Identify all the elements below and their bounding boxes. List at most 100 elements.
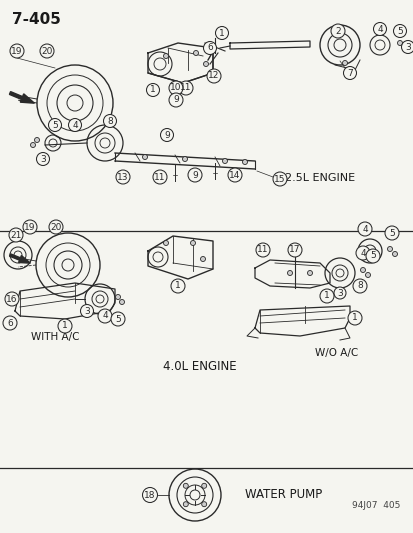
Text: 4: 4 xyxy=(72,120,78,130)
Text: 8: 8 xyxy=(356,281,362,290)
Circle shape xyxy=(255,243,269,257)
Circle shape xyxy=(319,289,333,303)
Circle shape xyxy=(206,69,221,83)
Text: 1: 1 xyxy=(323,292,329,301)
Circle shape xyxy=(272,172,286,186)
Circle shape xyxy=(347,311,361,325)
Text: 5: 5 xyxy=(115,314,121,324)
Text: 4.0L ENGINE: 4.0L ENGINE xyxy=(163,359,236,373)
Text: 94J07  405: 94J07 405 xyxy=(351,500,399,510)
Text: 4: 4 xyxy=(376,25,382,34)
Text: 12: 12 xyxy=(208,71,219,80)
Text: 1: 1 xyxy=(150,85,156,94)
Circle shape xyxy=(342,61,347,66)
Circle shape xyxy=(188,168,202,182)
Text: 1: 1 xyxy=(175,281,180,290)
Circle shape xyxy=(360,268,365,272)
Text: 4: 4 xyxy=(359,248,365,257)
Text: 6: 6 xyxy=(206,44,212,52)
Text: 3: 3 xyxy=(84,306,90,316)
Text: 14: 14 xyxy=(229,171,240,180)
Text: 8: 8 xyxy=(107,117,113,125)
Circle shape xyxy=(203,42,216,54)
Circle shape xyxy=(384,226,398,240)
Text: WATER PUMP: WATER PUMP xyxy=(244,489,321,502)
Text: WITH A/C: WITH A/C xyxy=(31,332,79,342)
Circle shape xyxy=(392,252,396,256)
Text: 9: 9 xyxy=(164,131,169,140)
Circle shape xyxy=(365,272,370,278)
Circle shape xyxy=(9,228,23,242)
Text: 5: 5 xyxy=(369,252,375,261)
Circle shape xyxy=(23,220,37,234)
Circle shape xyxy=(68,118,81,132)
Circle shape xyxy=(153,170,166,184)
Circle shape xyxy=(183,502,188,507)
Circle shape xyxy=(401,45,406,51)
Circle shape xyxy=(343,67,356,79)
Circle shape xyxy=(203,61,208,67)
Circle shape xyxy=(387,246,392,252)
Circle shape xyxy=(357,222,371,236)
Circle shape xyxy=(142,155,147,159)
Circle shape xyxy=(3,316,17,330)
Circle shape xyxy=(103,115,116,127)
Text: 1: 1 xyxy=(62,321,68,330)
Circle shape xyxy=(5,292,19,306)
Text: W/O A/C: W/O A/C xyxy=(315,348,358,358)
Text: 3: 3 xyxy=(404,43,410,52)
Circle shape xyxy=(34,138,39,142)
Circle shape xyxy=(171,279,185,293)
Circle shape xyxy=(142,488,157,503)
Text: 1: 1 xyxy=(351,313,357,322)
Text: 10: 10 xyxy=(170,84,181,93)
Circle shape xyxy=(190,240,195,246)
Circle shape xyxy=(228,168,242,182)
Circle shape xyxy=(365,249,379,263)
Text: 3: 3 xyxy=(336,288,342,297)
Text: 5: 5 xyxy=(396,27,402,36)
Circle shape xyxy=(40,44,54,58)
Text: 11: 11 xyxy=(154,173,165,182)
Circle shape xyxy=(373,22,386,36)
Circle shape xyxy=(58,319,72,333)
Circle shape xyxy=(163,53,168,59)
Text: 4: 4 xyxy=(102,311,107,320)
Circle shape xyxy=(287,243,301,257)
Text: 20: 20 xyxy=(50,222,62,231)
Circle shape xyxy=(98,309,112,323)
Text: 4: 4 xyxy=(361,224,367,233)
Text: 3: 3 xyxy=(40,155,46,164)
Text: 5: 5 xyxy=(52,120,58,130)
Circle shape xyxy=(182,157,187,161)
Circle shape xyxy=(287,271,292,276)
Text: 20: 20 xyxy=(41,46,52,55)
Text: 11: 11 xyxy=(256,246,268,254)
Text: 7: 7 xyxy=(346,69,352,77)
Circle shape xyxy=(36,152,50,166)
Circle shape xyxy=(330,24,344,38)
Circle shape xyxy=(193,51,198,55)
Circle shape xyxy=(169,81,183,95)
Text: 2: 2 xyxy=(335,27,340,36)
Circle shape xyxy=(119,300,124,304)
Circle shape xyxy=(146,84,159,96)
Text: 11: 11 xyxy=(180,84,191,93)
Circle shape xyxy=(352,279,366,293)
Circle shape xyxy=(355,246,369,260)
Text: 9: 9 xyxy=(192,171,197,180)
Circle shape xyxy=(169,93,183,107)
Circle shape xyxy=(201,483,206,488)
Circle shape xyxy=(183,483,188,488)
Circle shape xyxy=(242,159,247,165)
Circle shape xyxy=(222,158,227,164)
Circle shape xyxy=(396,41,401,45)
Circle shape xyxy=(111,312,125,326)
Circle shape xyxy=(178,81,192,95)
Text: 16: 16 xyxy=(6,295,18,303)
Circle shape xyxy=(116,170,130,184)
Circle shape xyxy=(392,25,406,37)
Text: 2.5L ENGINE: 2.5L ENGINE xyxy=(284,173,354,183)
Circle shape xyxy=(49,220,63,234)
FancyArrow shape xyxy=(9,92,34,103)
